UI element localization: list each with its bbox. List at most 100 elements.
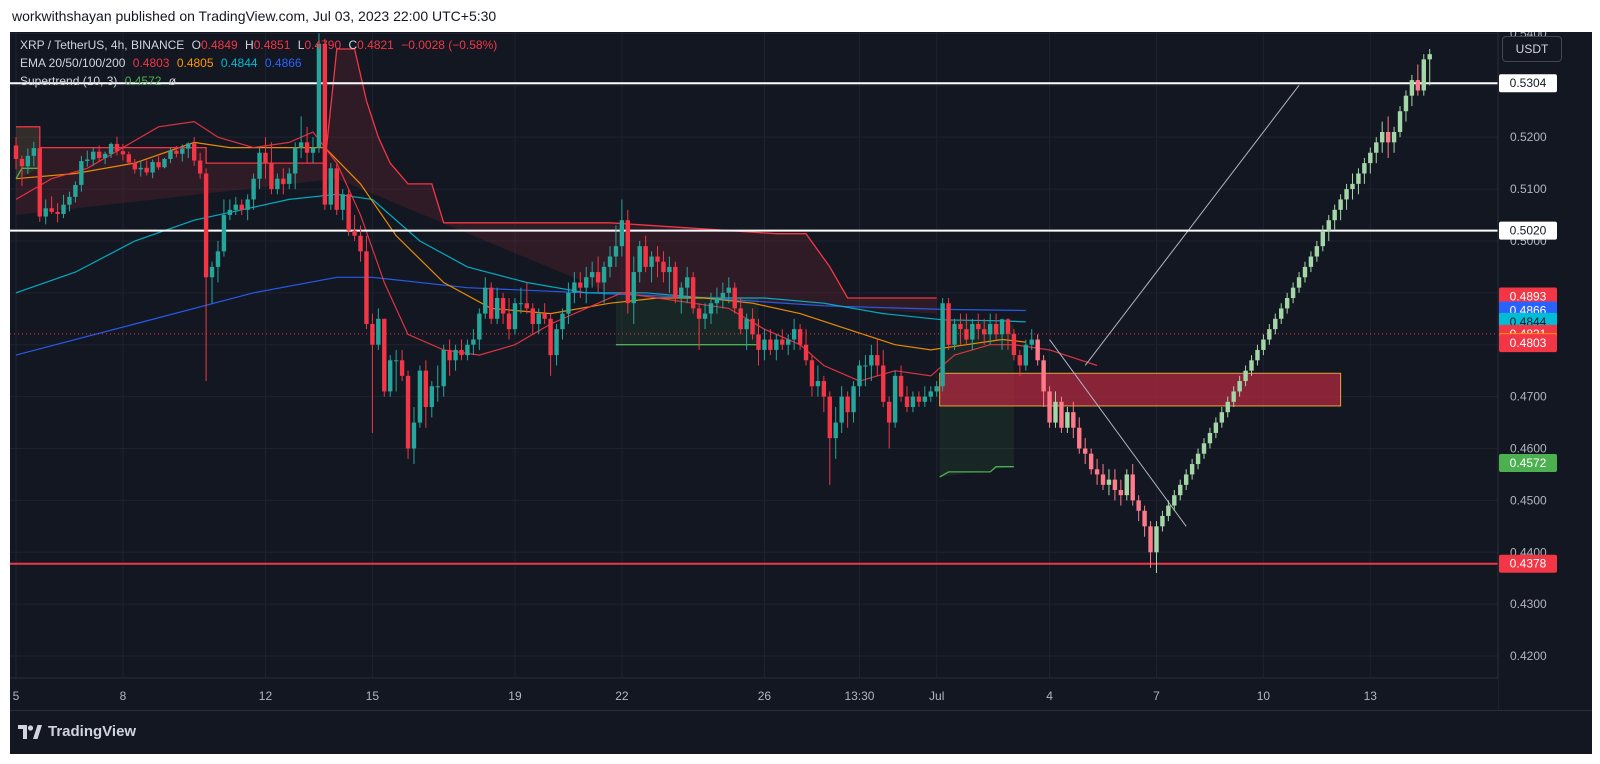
candle-body <box>696 308 702 319</box>
supertrend-down-line <box>16 48 937 299</box>
candle-body <box>863 365 868 367</box>
candle-body <box>536 313 541 324</box>
candle-body <box>405 375 411 449</box>
candle-body <box>964 329 969 340</box>
candle-body <box>96 151 102 158</box>
legend-supertrend-extra: ø <box>168 74 177 88</box>
candle-body <box>637 246 642 273</box>
candle-body <box>304 142 310 153</box>
candle-body <box>1023 344 1028 366</box>
price-label-text: 0.4803 <box>1510 336 1547 350</box>
candle-body <box>643 246 648 267</box>
time-tick-label: 13 <box>1364 689 1378 703</box>
candle-body <box>1106 479 1112 485</box>
candle-body <box>1368 152 1373 164</box>
legend-ema200: 0.4866 <box>264 56 302 70</box>
candle-body <box>554 329 559 356</box>
time-tick-label: 26 <box>758 689 772 703</box>
candle-body <box>13 145 19 159</box>
candlesticks <box>13 33 1432 574</box>
candle-body <box>690 277 696 309</box>
candle-body <box>702 313 708 319</box>
candle-body <box>1249 360 1254 371</box>
candle-body <box>108 143 114 154</box>
candle-body <box>566 292 571 314</box>
candle-body <box>1112 479 1118 491</box>
currency-selector[interactable]: USDT <box>1502 36 1562 62</box>
candle-body <box>934 386 939 392</box>
candle-body <box>922 396 928 402</box>
legend-close-value: 0.4821 <box>357 38 394 52</box>
chart-area[interactable]: 0.53000.52000.51000.50000.49000.48000.47… <box>10 32 1592 710</box>
candle-body <box>292 147 298 174</box>
candle-body <box>857 365 862 387</box>
ema100-line <box>15 193 1026 323</box>
candle-body <box>1017 355 1023 366</box>
candle-body <box>1059 401 1064 428</box>
legend-supertrend-row[interactable]: Supertrend (10, 3) 0.4572 ø <box>20 74 180 88</box>
candle-body <box>322 43 328 205</box>
candle-body <box>869 355 874 366</box>
candle-body <box>1255 349 1260 361</box>
candle-body <box>257 152 262 179</box>
candle-body <box>1189 464 1195 475</box>
legend-ema100: 0.4844 <box>220 56 258 70</box>
down-trendline <box>1049 339 1187 527</box>
candle-body <box>560 313 565 330</box>
candle-body <box>393 360 399 362</box>
price-chart[interactable]: 0.53000.52000.51000.50000.49000.48000.47… <box>10 32 1592 710</box>
candle-body <box>1077 427 1082 449</box>
candle-body <box>239 204 244 210</box>
legend-ema-row[interactable]: EMA 20/50/100/200 0.4803 0.4805 0.4844 0… <box>20 56 306 70</box>
candle-body <box>263 152 268 164</box>
candle-body <box>73 184 78 197</box>
candle-body <box>661 261 666 273</box>
time-axis-bg <box>10 678 1498 710</box>
time-tick-label: 7 <box>1153 689 1160 703</box>
candle-body <box>120 151 126 155</box>
candle-body <box>417 370 423 423</box>
footer-bar: TradingView <box>10 710 1592 754</box>
candle-body <box>904 396 910 407</box>
time-tick-label: 12 <box>259 689 273 703</box>
legend-ema50: 0.4805 <box>176 56 214 70</box>
candle-body <box>809 360 815 387</box>
price-axis[interactable]: 0.53000.52000.51000.50000.49000.48000.47… <box>1497 32 1592 710</box>
candle-body <box>679 287 684 299</box>
legend-ohlc-row: XRP / TetherUS, 4h, BINANCE O0.4849 H0.4… <box>20 38 501 52</box>
candle-body <box>1397 111 1403 132</box>
candle-body <box>875 355 880 366</box>
candle-body <box>1237 381 1242 392</box>
candle-body <box>1166 505 1171 516</box>
candle-body <box>1403 95 1409 112</box>
candle-body <box>494 298 500 319</box>
candle-body <box>358 235 363 252</box>
candle-body <box>708 303 714 314</box>
candle-body <box>197 160 203 174</box>
candle-body <box>916 396 922 402</box>
candle-body <box>1195 453 1201 465</box>
candle-body <box>1071 412 1076 428</box>
price-label-text: 0.4893 <box>1510 289 1547 303</box>
demand-zone <box>939 372 1342 407</box>
candle-body <box>144 167 149 173</box>
candle-body <box>619 220 625 247</box>
candle-body <box>1124 474 1129 496</box>
legend-high-value: 0.4851 <box>253 38 291 52</box>
candle-body <box>25 155 31 167</box>
price-label-text: 0.4378 <box>1510 557 1547 571</box>
time-tick-label: 15 <box>366 689 380 703</box>
candle-body <box>1219 412 1225 423</box>
candle-body <box>1380 131 1385 143</box>
candle-body <box>203 173 209 278</box>
candle-body <box>892 375 898 423</box>
ema200-line <box>15 276 1026 356</box>
tradingview-logo[interactable]: TradingView <box>18 723 136 740</box>
candle-body <box>1314 246 1320 257</box>
candle-body <box>483 287 488 314</box>
candle-body <box>803 344 809 361</box>
candle-body <box>1118 490 1124 496</box>
legend-symbol[interactable]: XRP / TetherUS, 4h, BINANCE <box>20 38 185 52</box>
candle-body <box>215 251 221 267</box>
time-axis[interactable]: 5 8 12 15 19 22 26 13:30 Jul 4 7 10 13 <box>10 677 1498 710</box>
